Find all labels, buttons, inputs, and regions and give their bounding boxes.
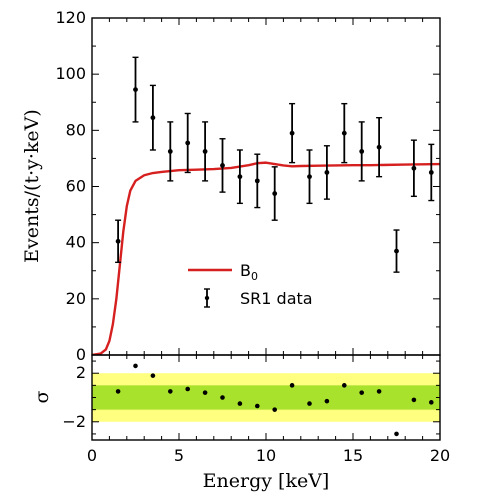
data-point — [150, 115, 156, 121]
data-point — [307, 174, 312, 180]
data-point — [394, 248, 399, 254]
data-point-group — [132, 56, 139, 123]
data-point-group — [306, 149, 313, 205]
x-tick-label: 0 — [87, 446, 97, 465]
data-point — [202, 148, 208, 154]
y-axis-title-main: Events/(t·y·keV) — [21, 109, 43, 263]
data-point-group — [202, 121, 209, 182]
data-point — [341, 130, 347, 136]
data-point-group — [323, 145, 330, 200]
residual-point — [237, 401, 243, 406]
x-tick-label: 20 — [430, 446, 450, 465]
y-tick-label: 20 — [66, 289, 86, 308]
sr1-data-points — [115, 56, 435, 273]
residual-point — [185, 386, 190, 392]
legend-b0-label: B0 — [240, 261, 258, 283]
data-point-group — [236, 149, 243, 205]
data-point — [254, 178, 260, 184]
x-tick-label: 10 — [256, 446, 276, 465]
res-y-tick-label: 2 — [76, 363, 86, 382]
legend: B0 SR1 data — [188, 261, 313, 308]
data-point — [324, 170, 330, 175]
residual-point — [289, 383, 295, 388]
b0-curve-layer — [92, 161, 440, 355]
residual-point — [359, 390, 365, 395]
y-tick-label: 100 — [55, 64, 86, 83]
data-point — [167, 148, 173, 154]
data-point-group — [358, 121, 365, 182]
data-point — [115, 238, 121, 244]
data-point-group — [115, 219, 122, 264]
residual-point — [115, 389, 121, 394]
residual-point — [376, 389, 382, 394]
data-point — [359, 148, 365, 154]
data-point — [411, 165, 417, 171]
residual-point — [254, 403, 260, 409]
data-point — [272, 191, 278, 196]
residual-point — [342, 383, 347, 388]
residual-point — [220, 395, 225, 400]
sigma-band-2 — [92, 385, 440, 410]
data-point-group — [428, 143, 435, 202]
data-point-group — [184, 112, 191, 174]
residual-point — [133, 363, 138, 369]
y-tick-label: 80 — [66, 120, 86, 139]
data-point-group — [410, 139, 417, 198]
y-axis-title-residual: σ — [31, 390, 53, 403]
legend-sr1-label: SR1 data — [240, 289, 313, 308]
res-y-tick-label: −2 — [62, 412, 86, 431]
residual-point — [307, 401, 312, 406]
residual-point — [202, 390, 208, 395]
data-point-group — [254, 153, 261, 209]
data-point-group — [289, 102, 296, 164]
data-point — [185, 140, 191, 146]
x-tick-label: 15 — [343, 446, 363, 465]
residual-point — [168, 389, 173, 394]
b0-curve — [92, 161, 440, 355]
axis-ticks — [91, 17, 441, 440]
data-point — [428, 170, 434, 175]
data-point-group — [149, 84, 156, 151]
data-point — [220, 163, 225, 168]
residual-point — [411, 397, 417, 403]
data-point-group — [341, 102, 348, 164]
residual-point — [429, 400, 434, 405]
data-point — [376, 144, 382, 150]
y-tick-label: 40 — [66, 233, 86, 252]
data-point — [237, 174, 243, 180]
x-tick-label: 5 — [174, 446, 184, 465]
tick-labels: 0 20 40 60 80 100 120 0 5 10 15 20 2 −2 — [55, 8, 450, 465]
residual-points — [115, 363, 434, 437]
y-tick-label: 0 — [76, 345, 86, 364]
legend-sr1-marker — [204, 295, 210, 301]
residual-point — [150, 373, 156, 378]
residual-point — [394, 431, 399, 437]
data-point — [133, 87, 138, 93]
data-point-group — [393, 229, 400, 273]
data-point-group — [167, 121, 174, 182]
data-point-group — [376, 116, 383, 178]
y-tick-label: 60 — [66, 177, 86, 196]
residual-point — [272, 407, 278, 412]
sigma-bands — [92, 373, 440, 422]
data-point — [289, 130, 295, 136]
x-axis-title: Energy [keV] — [203, 470, 330, 492]
data-point-group — [219, 138, 226, 193]
y-tick-label: 120 — [55, 8, 86, 27]
residual-point — [324, 398, 330, 404]
data-point-group — [271, 166, 278, 221]
